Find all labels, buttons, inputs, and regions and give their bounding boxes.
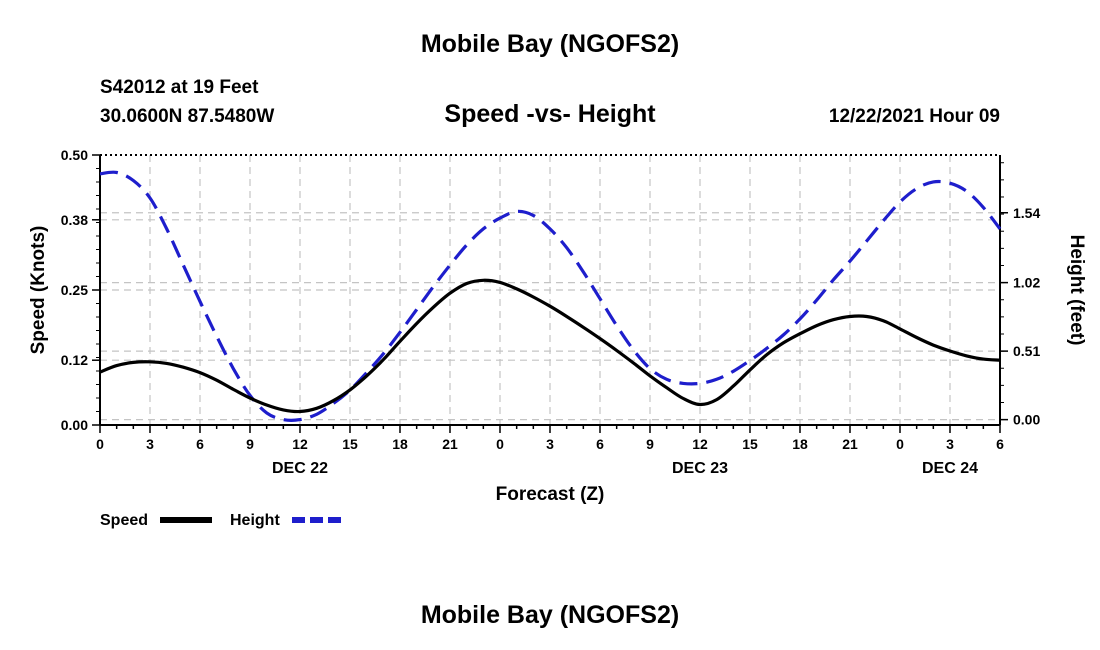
- x-tick-label: 3: [146, 436, 154, 452]
- chart-plot: 0 3 6 9 12 15 18 21 0 3 6 9 12 15 18 21 0 3 6 DEC 22 DEC 23 D…: [28, 147, 1087, 529]
- legend-label-speed: Speed: [100, 512, 148, 529]
- x-axis-label: Forecast (Z): [496, 484, 605, 505]
- chart-subtitle: Speed -vs- Height: [444, 100, 656, 128]
- y-left-tick-label: 0.00: [61, 417, 88, 433]
- x-tick-label: 18: [392, 436, 408, 452]
- x-tick-label: 0: [496, 436, 504, 452]
- x-tick-label: 9: [246, 436, 254, 452]
- station-label: S42012 at 19 Feet: [100, 77, 259, 98]
- x-tick-label: 9: [646, 436, 654, 452]
- day-label: DEC 24: [922, 460, 978, 477]
- bottom-chart-title: Mobile Bay (NGOFS2): [420, 601, 680, 629]
- y-left-axis-label: Speed (Knots): [28, 226, 49, 355]
- x-tick-label: 21: [842, 436, 858, 452]
- y-right-tick-label: 1.54: [1013, 205, 1040, 221]
- y-left-tick-label: 0.12: [61, 352, 88, 368]
- series-line-speed: [99, 278, 1001, 414]
- forecast-datetime: 12/22/2021 Hour 09: [828, 106, 1000, 127]
- y-right-tick-label: 0.00: [1013, 412, 1040, 428]
- y-right-tick-label: 1.02: [1013, 275, 1040, 291]
- x-tick-label: 15: [742, 436, 758, 452]
- x-tick-label: 0: [896, 436, 904, 452]
- x-tick-label: 21: [442, 436, 458, 452]
- y-left-tick-label: 0.50: [61, 147, 88, 163]
- y-right-axis-label: Height (feet): [1066, 235, 1087, 346]
- y-right-tick-label: 0.51: [1013, 343, 1040, 359]
- x-tick-label: 12: [692, 436, 708, 452]
- x-tick-label: 18: [792, 436, 808, 452]
- x-tick-label: 6: [196, 436, 204, 452]
- series-line-height: [99, 170, 1002, 422]
- x-tick-label: 12: [292, 436, 308, 452]
- x-tick-label: 6: [596, 436, 604, 452]
- legend-label-height: Height: [230, 512, 280, 529]
- y-left-tick-label: 0.25: [61, 282, 88, 298]
- day-label: DEC 23: [672, 460, 728, 477]
- chart-title: Mobile Bay (NGOFS2): [420, 30, 680, 58]
- y-left-tick-label: 0.38: [61, 212, 88, 228]
- x-tick-label: 3: [946, 436, 954, 452]
- day-label: DEC 22: [272, 460, 328, 477]
- x-tick-label: 0: [96, 436, 104, 452]
- x-tick-label: 6: [996, 436, 1004, 452]
- coordinates-label: 30.0600N 87.5480W: [100, 106, 275, 127]
- x-tick-label: 15: [342, 436, 358, 452]
- x-tick-label: 3: [546, 436, 554, 452]
